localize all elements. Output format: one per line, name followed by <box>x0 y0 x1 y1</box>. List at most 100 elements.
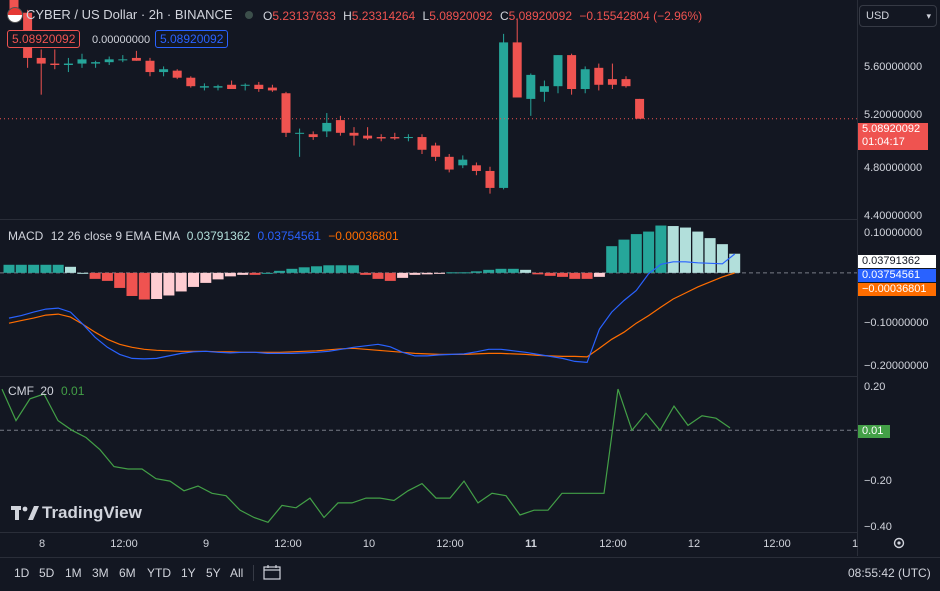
market-status-icon <box>245 11 253 19</box>
range-5d-button[interactable]: 5D <box>39 566 55 580</box>
macd-histogram-bar <box>655 225 667 273</box>
time-label: 9 <box>202 538 210 550</box>
price-tick: 4.80000000 <box>864 162 923 174</box>
macd-histogram-bar <box>249 272 261 275</box>
candle-body <box>254 84 264 90</box>
candle-body <box>471 165 481 171</box>
macd-histogram-bar <box>643 231 655 273</box>
macd-histogram-bar <box>520 269 532 273</box>
macd-histogram-bar <box>569 272 581 279</box>
clock-timezone-button[interactable]: 08:55:42 (UTC) <box>848 566 931 580</box>
macd-histogram-bar <box>372 272 384 279</box>
macd-histogram-bar <box>335 265 347 273</box>
candle-body <box>199 86 209 88</box>
candle-body <box>322 122 332 132</box>
macd-hist-badge: 0.03791362 <box>858 255 936 268</box>
range-1d-button[interactable]: 1D <box>14 566 30 580</box>
macd-histogram-bar <box>470 271 482 273</box>
macd-histogram-bar <box>200 272 212 283</box>
macd-histogram-bar <box>175 272 187 292</box>
candle-body <box>499 42 509 188</box>
macd-histogram-bar <box>544 272 556 276</box>
macd-histogram-bar <box>458 272 470 274</box>
macd-histogram-bar <box>483 269 495 273</box>
macd-histogram-bar <box>311 266 322 273</box>
buy-price-button[interactable]: 5.08920092 <box>155 30 229 48</box>
range-6m-button[interactable]: 6M <box>119 566 136 580</box>
macd-histogram-bar <box>409 272 421 275</box>
cmf-tick: −0.40 <box>864 521 892 533</box>
symbol-logo <box>7 7 23 23</box>
macd-histogram-bar <box>716 244 728 273</box>
candle-body <box>186 77 196 87</box>
watermark-text: TradingView <box>42 503 142 522</box>
macd-line-badge: 0.03754561 <box>858 269 936 282</box>
range-1y-button[interactable]: 1Y <box>181 566 196 580</box>
settings-gear-icon[interactable] <box>892 536 906 550</box>
macd-histogram-bar <box>114 272 126 288</box>
range-ytd-button[interactable]: YTD <box>147 566 171 580</box>
low-label: L <box>422 9 430 23</box>
macd-histogram-bar <box>557 272 568 277</box>
price-panel-bottom-border <box>0 219 857 220</box>
candle-body <box>240 84 250 86</box>
range-1m-button[interactable]: 1M <box>65 566 82 580</box>
symbol-title[interactable]: CYBER / US Dollar · 2h · BINANCE <box>26 7 233 22</box>
macd-histogram-bar <box>3 264 15 273</box>
range-3m-button[interactable]: 3M <box>92 566 109 580</box>
macd-histogram-bar <box>446 272 458 274</box>
cmf-value-badge: 0.01 <box>858 425 890 438</box>
high-value: 5.23314264 <box>351 9 416 23</box>
cmf-legend: CMF 20 0.01 <box>8 384 84 398</box>
macd-histogram-bar <box>507 268 519 273</box>
macd-histogram-bar <box>212 272 224 280</box>
candle-body <box>553 55 563 87</box>
range-5y-button[interactable]: 5Y <box>206 566 221 580</box>
last-price-badge: 5.08920092 01:04:17 <box>858 123 928 150</box>
sell-price-button[interactable]: 5.08920092 <box>7 30 81 48</box>
candle-body <box>281 93 291 133</box>
time-label: 8 <box>38 538 46 550</box>
time-label: 12 <box>687 538 701 550</box>
candle-body <box>621 79 631 87</box>
macd-histogram-bar <box>65 266 76 273</box>
bar-countdown: 01:04:17 <box>862 136 905 148</box>
macd-histogram-bar <box>286 268 298 273</box>
macd-panel-bottom-border <box>0 376 857 377</box>
candle-body <box>91 62 101 64</box>
candle-body <box>458 159 468 166</box>
macd-histogram-bar <box>138 272 150 300</box>
cmf-label: CMF <box>8 384 34 398</box>
currency-select[interactable]: USD ▾ <box>859 5 937 27</box>
candle-body <box>444 156 454 170</box>
macd-label: MACD <box>8 229 44 243</box>
chart-canvas[interactable] <box>0 0 857 532</box>
close-label: C <box>499 9 509 23</box>
candle-body <box>118 59 128 61</box>
macd-signal-badge: −0.00036801 <box>858 283 936 296</box>
candle-body <box>213 86 223 88</box>
candle-body <box>376 137 386 139</box>
candle-body <box>363 135 373 139</box>
price-tick: 4.40000000 <box>864 210 923 222</box>
time-label: 12:00 <box>274 538 302 550</box>
macd-histogram-bar <box>360 272 372 275</box>
macd-legend: MACD 12 26 close 9 EMA EMA 0.03791362 0.… <box>8 229 399 243</box>
macd-histogram-bar <box>224 272 236 277</box>
candle-body <box>227 84 237 90</box>
macd-histogram-bar <box>52 264 64 273</box>
macd-histogram-bar <box>101 272 113 281</box>
toolbar-divider <box>253 565 254 581</box>
macd-histogram-bar <box>495 268 507 273</box>
candle-body <box>594 67 604 85</box>
date-range-calendar-icon[interactable] <box>263 564 281 580</box>
range-all-button[interactable]: All <box>230 566 244 580</box>
macd-histogram-bar <box>323 265 335 273</box>
time-label: 12:00 <box>599 538 627 550</box>
candle-body <box>295 132 305 134</box>
macd-histogram-bar <box>692 231 704 273</box>
macd-histogram-bar <box>421 272 433 275</box>
time-label: 12:00 <box>110 538 138 550</box>
macd-tick: 0.10000000 <box>864 227 923 239</box>
candle-body <box>36 57 46 64</box>
